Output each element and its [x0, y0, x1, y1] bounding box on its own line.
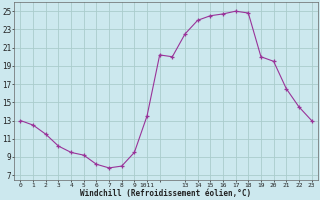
X-axis label: Windchill (Refroidissement éolien,°C): Windchill (Refroidissement éolien,°C) [80, 189, 252, 198]
